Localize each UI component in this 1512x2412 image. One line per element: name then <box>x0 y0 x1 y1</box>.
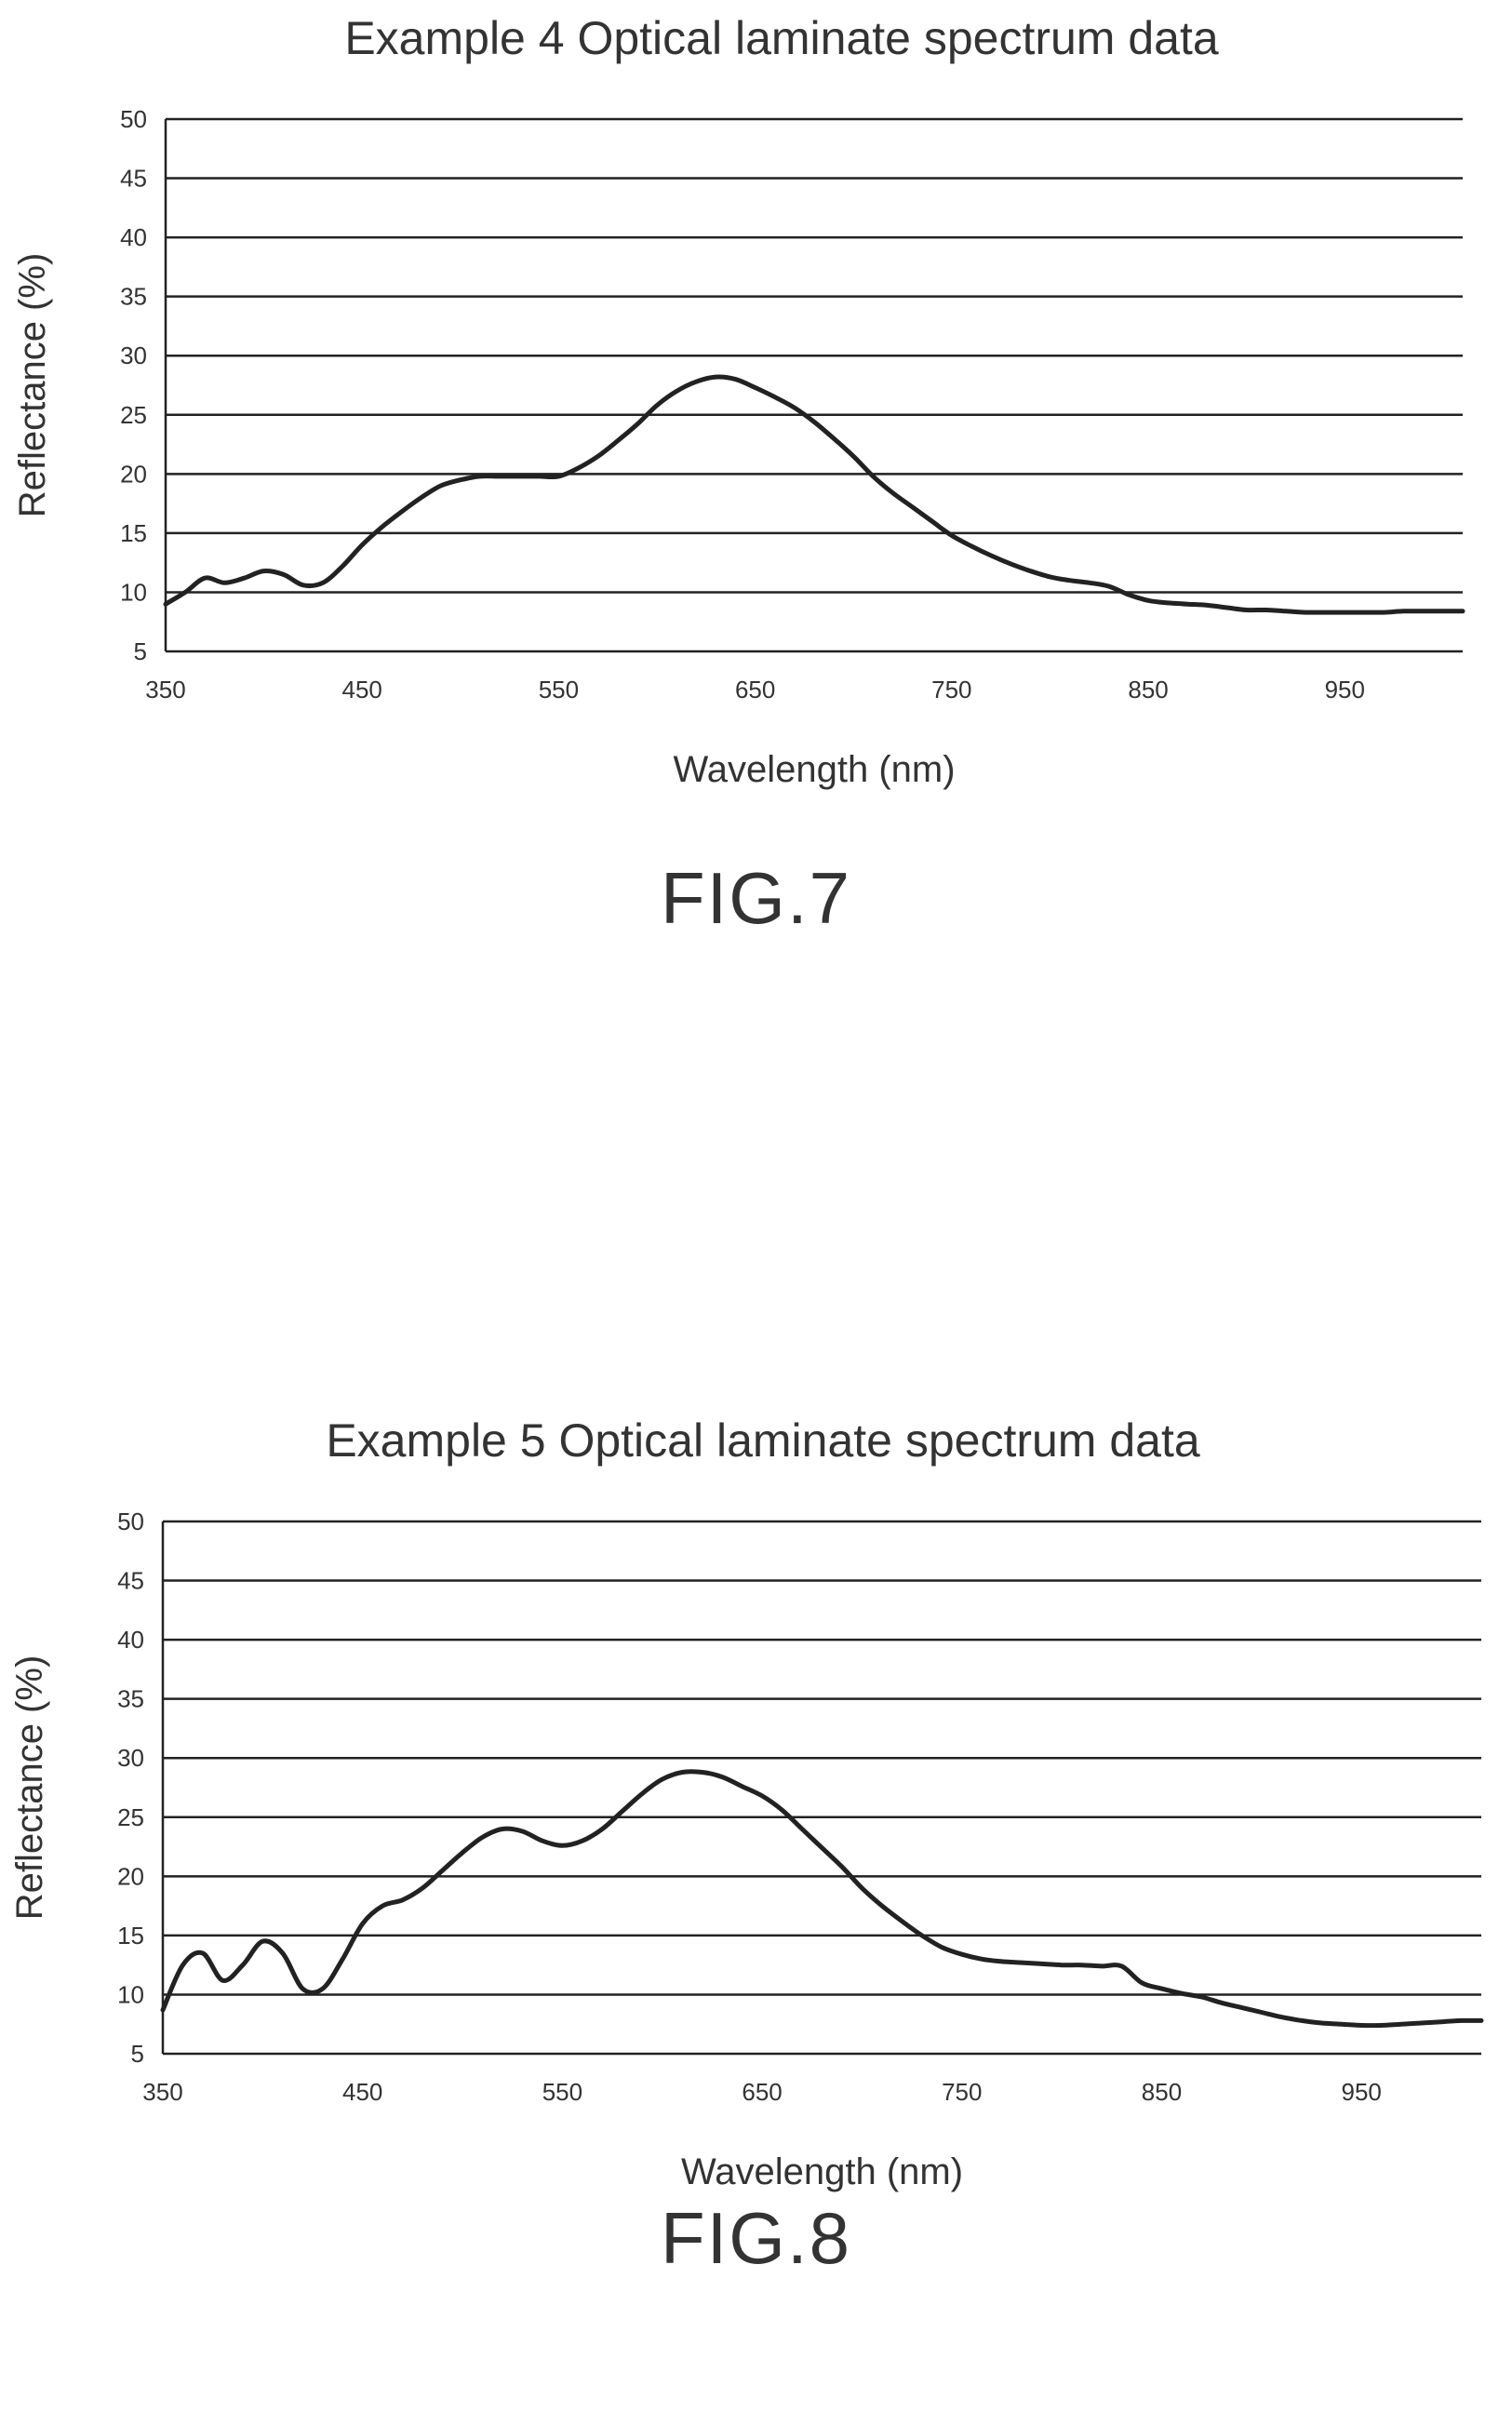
y-tick-label: 40 <box>120 223 147 251</box>
x-tick-label: 650 <box>742 2078 782 2106</box>
chart-panel-example-5: Example 5 Optical laminate spectrum data… <box>0 1377 1512 2412</box>
series-line-reflectance <box>163 374 1465 615</box>
y-tick-label: 25 <box>120 401 147 429</box>
y-tick-label: 30 <box>117 1744 144 1772</box>
y-axis-label: Reflectance (%) <box>12 253 53 518</box>
x-tick-label: 750 <box>942 2078 982 2106</box>
x-tick-label: 950 <box>1341 2078 1381 2106</box>
y-tick-label: 10 <box>117 1980 144 2008</box>
x-axis-label: Wavelength (nm) <box>681 2151 963 2192</box>
x-tick-label: 550 <box>542 2078 582 2106</box>
x-tick-label: 850 <box>1128 676 1168 704</box>
x-tick-label: 950 <box>1325 676 1365 704</box>
x-tick-label: 450 <box>342 2078 382 2106</box>
y-tick-label: 5 <box>131 2040 144 2068</box>
x-tick-label: 550 <box>539 676 579 704</box>
chart-title: Example 5 Optical laminate spectrum data <box>326 1414 1200 1467</box>
y-axis-label: Reflectance (%) <box>9 1655 50 1921</box>
y-tick-label: 15 <box>117 1922 144 1950</box>
y-tick-label: 25 <box>117 1803 144 1831</box>
chart-panel-example-4: Example 4 Optical laminate spectrum data… <box>0 0 1512 1117</box>
figure-label-fig8: FIG.8 <box>660 2197 852 2279</box>
x-tick-label: 650 <box>735 676 775 704</box>
y-tick-label: 30 <box>120 342 147 369</box>
y-tick-label: 50 <box>117 1508 144 1535</box>
y-tick-label: 10 <box>120 578 147 606</box>
y-tick-label: 20 <box>120 460 147 488</box>
y-tick-label: 35 <box>120 283 147 311</box>
y-tick-label: 50 <box>120 105 147 133</box>
figure-label-fig7: FIG.7 <box>660 857 852 939</box>
chart-title: Example 4 Optical laminate spectrum data <box>344 12 1219 64</box>
x-tick-label: 350 <box>145 676 185 704</box>
x-tick-label: 450 <box>342 676 382 704</box>
reflectance-chart-example-4: Example 4 Optical laminate spectrum data… <box>12 12 1465 790</box>
x-tick-label: 850 <box>1142 2078 1182 2106</box>
x-tick-label: 750 <box>931 676 971 704</box>
x-axis-label: Wavelength (nm) <box>673 749 955 790</box>
y-tick-label: 35 <box>117 1685 144 1713</box>
y-tick-label: 15 <box>120 519 147 547</box>
reflectance-chart-example-5: Example 5 Optical laminate spectrum data… <box>9 1414 1484 2192</box>
y-tick-label: 5 <box>134 637 147 665</box>
y-tick-label: 45 <box>120 165 147 193</box>
x-tick-label: 350 <box>142 2078 182 2106</box>
y-tick-label: 45 <box>117 1567 144 1595</box>
y-tick-label: 20 <box>117 1862 144 1890</box>
series-line-reflectance <box>160 1769 1484 2029</box>
y-tick-label: 40 <box>117 1626 144 1654</box>
